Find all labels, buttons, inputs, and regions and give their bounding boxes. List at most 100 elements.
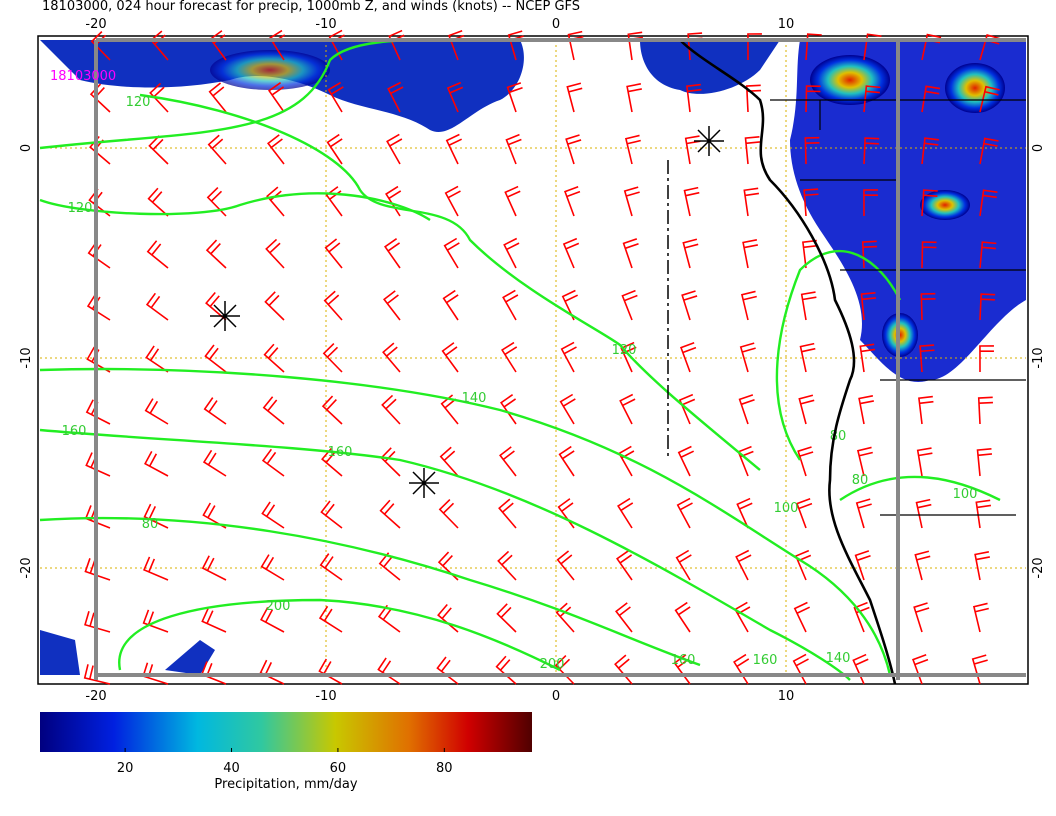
wind-barb [805,85,821,113]
wind-barb [323,290,343,321]
lat-label: -10 [1031,347,1046,368]
wind-barb [143,503,169,529]
wind-barb [499,446,517,477]
wind-barb [202,449,227,477]
wind-barb [384,238,401,269]
wind-barb [500,394,517,425]
wind-barb [383,290,401,321]
wind-barb [436,656,459,685]
wind-barb [260,606,285,633]
wind-barb [974,551,990,581]
wind-barb [377,604,401,633]
wind-barb [739,342,756,373]
plot-area: 120 120 160 160 140 120 80 200 200 160 160 140 100 80… [37,29,1029,685]
wind-barb [260,554,285,581]
colorbar-tick-label: 60 [330,761,347,776]
inner-frame [94,38,1026,680]
wind-barb [145,345,169,373]
wind-barb [624,134,641,165]
wind-barb [378,552,401,581]
contour-label: 160 [671,653,696,668]
wind-barb [142,609,169,633]
wind-barb [445,133,462,165]
wind-barb [144,450,169,477]
wind-barb [803,188,819,217]
colorbar-label: Precipitation, mm/day [214,777,357,792]
wind-barb [863,189,878,217]
wind-barb [319,553,343,581]
wind-barb [261,501,285,529]
wind-barb [559,393,576,425]
coastline [679,39,897,685]
wind-barb [860,291,877,321]
wind-barb [798,394,815,425]
contour-label: 120 [126,95,151,110]
wind-barb [505,133,522,165]
wind-barb [686,83,702,113]
contour-label: 200 [540,657,565,672]
lat-label: -10 [19,347,34,368]
wind-barb [318,605,343,633]
wind-barb [614,654,633,685]
wind-barb [145,292,169,321]
wind-barb [267,82,285,113]
wind-barbs [83,29,1001,685]
wind-barb [322,343,343,373]
wind-barb [442,289,459,321]
date-stamp: 18103000 [50,69,116,84]
wind-barb [855,498,872,529]
wind-barb [506,82,523,113]
contour-label: 200 [266,599,291,614]
wind-barb [916,447,933,477]
wind-barb [854,550,871,581]
wind-barb [326,133,343,165]
wind-barb [621,289,638,321]
lon-label: 10 [778,17,795,32]
wind-barb [83,664,111,685]
wind-barb [565,134,582,165]
wind-barb [979,85,1000,113]
colorbar [40,712,532,752]
contour-label: 140 [462,391,487,406]
lat-label: -20 [19,557,34,578]
wind-barb [387,81,404,113]
contour-label: 120 [68,201,93,216]
wind-barb [795,498,813,529]
lon-label: -10 [315,689,336,704]
wind-barb [267,134,285,165]
wind-barb [496,603,517,633]
wind-barb [682,238,699,269]
wind-barb [800,291,817,321]
wind-barb [204,344,227,373]
wind-barb [205,291,227,321]
wind-barb [208,82,227,113]
wind-barb [921,137,939,165]
wind-barb [677,445,695,477]
wind-barb [977,396,994,425]
wind-barb [563,186,581,217]
wind-barb [979,345,994,373]
wind-barb [804,136,820,165]
wind-barb [201,608,227,633]
wind-barb [623,186,640,217]
wind-barb [381,394,401,425]
wind-barb [562,237,580,269]
colorbar-tick-label: 40 [223,761,240,776]
lon-label: 10 [778,689,795,704]
wind-barb [265,238,285,269]
wind-barb [979,137,999,165]
wind-barb [744,135,761,165]
wind-barb [919,344,935,373]
lat-label: -20 [1031,557,1046,578]
wind-barb [918,395,934,425]
colorbar-ticks: 20 40 60 80 [117,748,453,776]
wind-barb [622,238,639,269]
lon-label: 0 [552,17,560,32]
wind-barb [920,292,936,321]
wind-barb [382,342,401,373]
wind-barb [502,289,519,321]
contour-label: 100 [774,501,799,516]
wind-barb [146,240,169,269]
wind-barb [976,447,993,477]
